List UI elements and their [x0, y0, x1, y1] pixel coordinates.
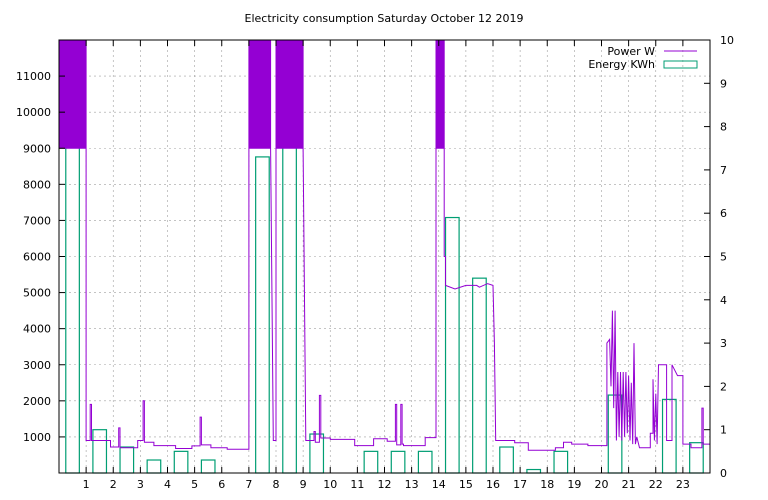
y-left-tick-label: 5000	[23, 287, 51, 300]
y-left-tick-label: 7000	[23, 214, 51, 227]
x-tick-label: 22	[649, 478, 663, 491]
legend: Power W Energy KWh	[588, 45, 698, 71]
y-left-tick-label: 10000	[16, 106, 51, 119]
y-left-tick-label: 1000	[23, 431, 51, 444]
x-tick-label: 11	[350, 478, 364, 491]
y-right-tick-label: 1	[720, 424, 727, 437]
y-left-tick-label: 4000	[23, 323, 51, 336]
x-tick-label: 12	[378, 478, 392, 491]
energy-bar	[200, 459, 216, 474]
y-left-tick-label: 8000	[23, 178, 51, 191]
energy-bar	[92, 429, 108, 474]
y-right-tick-label: 9	[720, 77, 727, 90]
y-right-tick-label: 3	[720, 337, 727, 350]
y-right-tick-label: 4	[720, 294, 727, 307]
x-tick-label: 21	[622, 478, 636, 491]
x-tick-label: 9	[300, 478, 307, 491]
x-tick-label: 10	[323, 478, 337, 491]
x-tick-label: 8	[273, 478, 280, 491]
x-tick-label: 2	[110, 478, 117, 491]
y-right-tick-label: 2	[720, 380, 727, 393]
x-tick-label: 1	[83, 478, 90, 491]
y-right-tick-label: 8	[720, 121, 727, 134]
y-left-tick-label: 11000	[16, 70, 51, 83]
y-right-tick-label: 7	[720, 164, 727, 177]
chart-title: Electricity consumption Saturday October…	[245, 12, 524, 25]
power-line	[58, 39, 710, 451]
x-tick-label: 19	[567, 478, 581, 491]
y-left-tick-label: 6000	[23, 251, 51, 264]
energy-bar	[661, 398, 677, 474]
energy-bar	[173, 450, 189, 474]
y-left-tick-label: 3000	[23, 359, 51, 372]
legend-swatch-energy	[663, 60, 698, 69]
x-tick-label: 18	[540, 478, 554, 491]
x-tick-label: 14	[432, 478, 446, 491]
energy-bar	[390, 450, 406, 474]
x-tick-label: 15	[459, 478, 473, 491]
x-tick-label: 7	[245, 478, 252, 491]
x-tick-label: 6	[218, 478, 225, 491]
energy-bar	[472, 277, 487, 474]
y-right-tick-label: 6	[720, 207, 727, 220]
energy-bar	[146, 459, 162, 474]
energy-bar	[417, 450, 433, 474]
x-tick-label: 16	[486, 478, 500, 491]
y-left-tick-label: 9000	[23, 142, 51, 155]
x-tick-label: 4	[164, 478, 171, 491]
legend-label-power: Power W	[607, 45, 655, 58]
power-saturated-block	[436, 40, 445, 149]
power-saturated-block	[248, 40, 271, 149]
x-tick-label: 3	[137, 478, 144, 491]
ticks-layer: 1 2 3 4 5 6 7 8 9 10 11 12 13 14 15 16 17 18 19 20 21 22 23100…	[16, 34, 734, 491]
x-tick-label: 5	[191, 478, 198, 491]
x-tick-label: 23	[676, 478, 690, 491]
energy-bar	[444, 216, 460, 474]
y-right-tick-label: 10	[720, 34, 734, 47]
energy-bar	[309, 433, 325, 474]
x-tick-label: 17	[513, 478, 527, 491]
y-right-tick-label: 5	[720, 251, 727, 264]
energy-bar	[526, 468, 542, 474]
y-right-tick-label: 0	[720, 467, 727, 480]
energy-bar	[553, 450, 569, 474]
x-tick-label: 20	[595, 478, 609, 491]
y-left-tick-label: 2000	[23, 395, 51, 408]
energy-bar	[363, 450, 379, 474]
x-tick-label: 13	[405, 478, 419, 491]
energy-bar	[255, 156, 270, 474]
legend-label-energy: Energy KWh	[588, 58, 655, 71]
power-saturated-block	[276, 40, 304, 149]
energy-bar	[499, 446, 514, 474]
power-line-layer	[58, 39, 710, 451]
grid-layer	[59, 40, 710, 473]
energy-bar	[119, 446, 135, 474]
